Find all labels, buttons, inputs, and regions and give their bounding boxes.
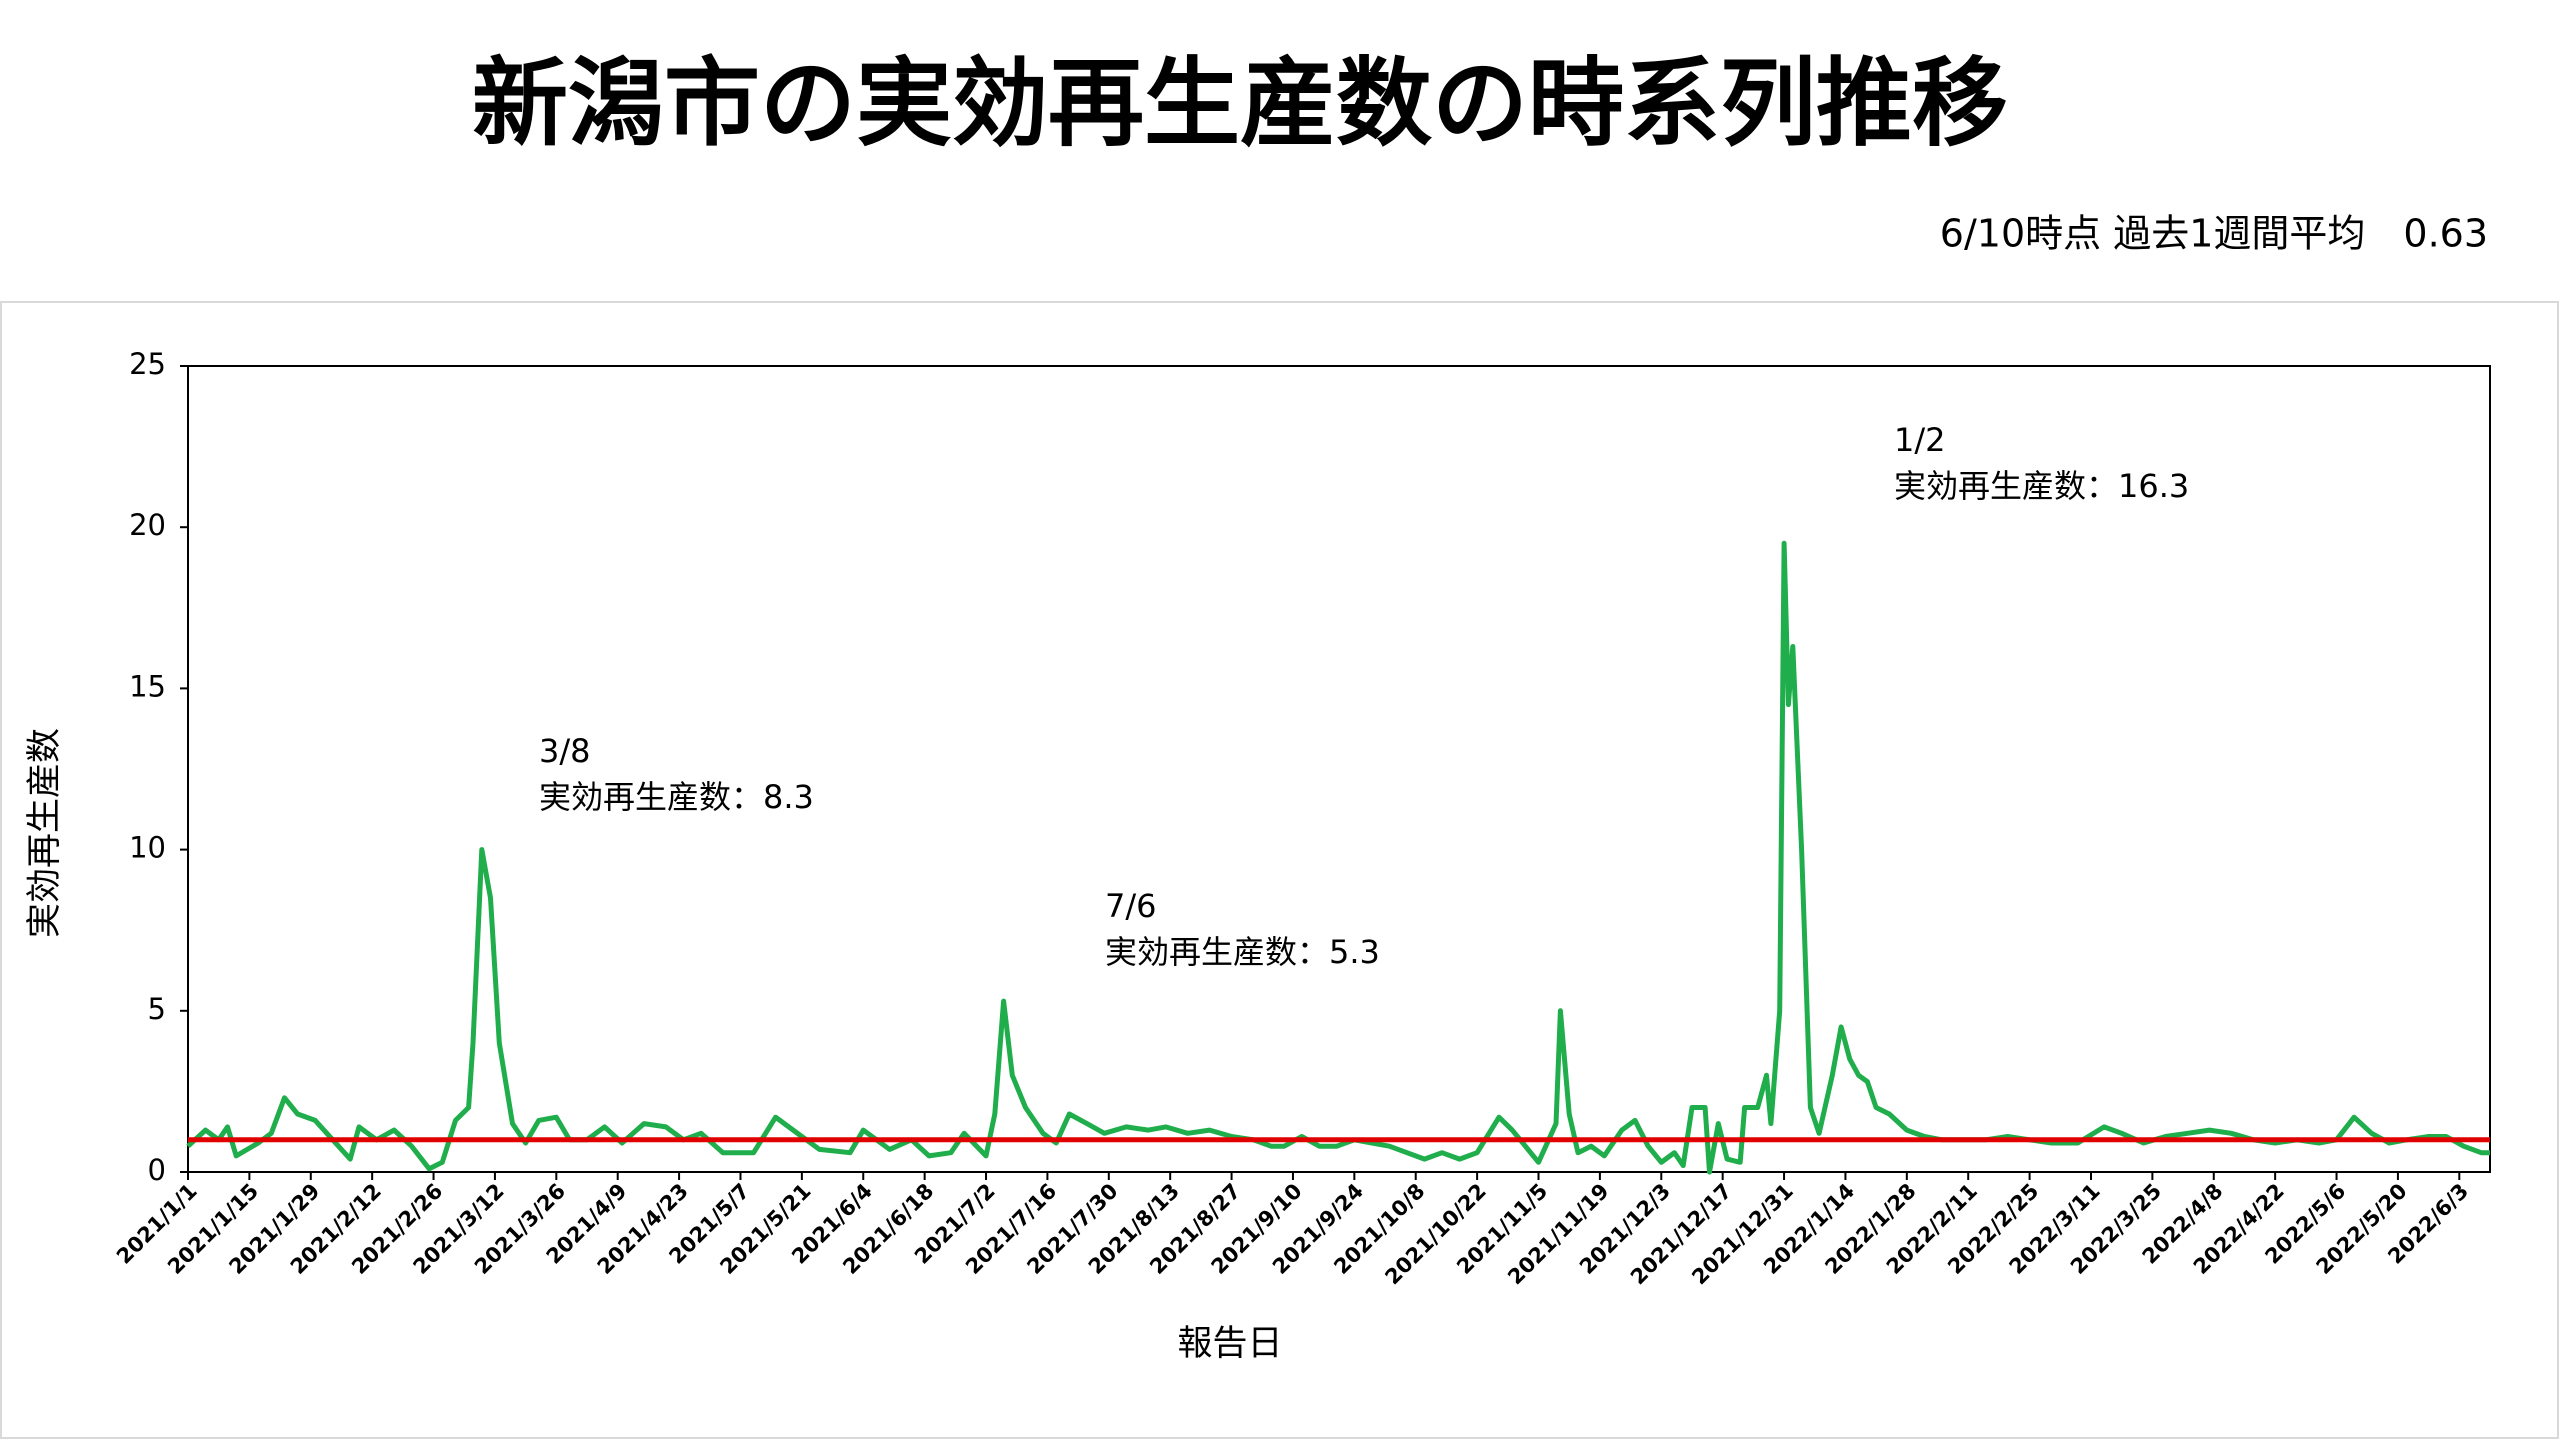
y-axis-title: 実効再生産数 (25, 728, 65, 938)
chart-title: 新潟市の実効再生産数の時系列推移 (472, 47, 2008, 159)
annotation-text: 実効再生産数：8.3 (539, 778, 814, 816)
x-axis-title: 報告日 (1177, 1324, 1282, 1364)
annotation-date: 3/8 (539, 732, 591, 770)
annotation-text: 実効再生産数：16.3 (1894, 467, 2189, 505)
series-line (186, 540, 2490, 1175)
y-tick-label: 20 (129, 508, 166, 542)
annotation-date: 1/2 (1894, 421, 1946, 459)
chart-border (0, 301, 2559, 1439)
y-tick-label: 5 (148, 992, 166, 1026)
y-tick-label: 25 (129, 347, 166, 381)
annotation-date: 7/6 (1105, 887, 1157, 925)
annotation-text: 実効再生産数：5.3 (1105, 933, 1380, 971)
subtitle: 6/10時点 過去1週間平均 0.63 (1940, 212, 2488, 256)
y-tick-label: 0 (148, 1153, 166, 1187)
y-tick-label: 10 (129, 831, 166, 865)
plot-frame (187, 365, 2491, 1173)
y-tick-label: 15 (129, 669, 166, 703)
